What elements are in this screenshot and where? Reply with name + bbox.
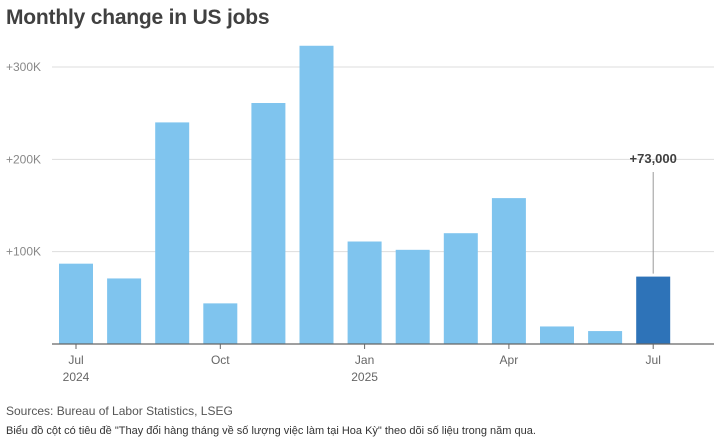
bar-chart: +100K +200K +300K Jul 2024 Oct Jan 2025 Apr Jul +7…	[6, 45, 714, 384]
bar	[395, 249, 430, 344]
x-tick-year-label: 2025	[351, 370, 378, 384]
annotation-label: +73,000	[630, 151, 677, 166]
bar	[491, 198, 526, 344]
bar	[588, 331, 623, 344]
axis-layer	[52, 343, 714, 349]
x-tick-label: Jul	[646, 353, 661, 367]
bar	[203, 303, 238, 344]
x-tick-label: Jul	[68, 353, 83, 367]
source-note: Sources: Bureau of Labor Statistics, LSE…	[6, 404, 233, 418]
y-tick-label: +200K	[6, 152, 41, 166]
y-tick-label: +300K	[6, 60, 41, 74]
y-tick-label: +100K	[6, 245, 41, 259]
chart-title: Monthly change in US jobs	[6, 6, 270, 29]
bar	[540, 326, 574, 344]
chart-caption: Biểu đồ cột có tiêu đề "Thay đổi hàng th…	[6, 425, 536, 437]
x-tick-label: Oct	[211, 353, 230, 367]
bar	[251, 103, 286, 344]
x-tick-label: Apr	[500, 353, 519, 367]
label-layer: +100K +200K +300K Jul 2024 Oct Jan 2025 Apr Jul +7…	[6, 60, 677, 384]
bar-highlight	[636, 276, 671, 344]
grid-layer	[52, 66, 714, 253]
bar	[347, 241, 382, 344]
bar	[107, 278, 142, 344]
bar	[443, 233, 478, 344]
x-tick-label: Jan	[355, 353, 374, 367]
bar	[299, 45, 334, 344]
x-tick-year-label: 2024	[63, 370, 90, 384]
bar-layer	[59, 45, 671, 345]
bar	[155, 122, 190, 345]
bar	[59, 263, 93, 344]
